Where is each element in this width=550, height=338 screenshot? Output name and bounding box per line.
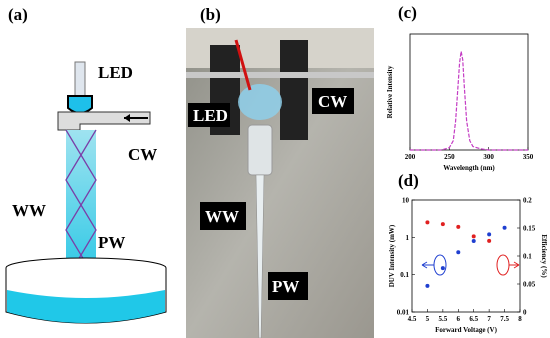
nozzle-tube xyxy=(247,124,273,176)
x-tick-label: 6.5 xyxy=(469,315,478,323)
point xyxy=(440,266,445,271)
label: CW xyxy=(128,145,157,164)
label: WW xyxy=(205,207,239,226)
x-tick-label: 6 xyxy=(457,315,461,323)
panel-label: (d) xyxy=(398,171,419,190)
panel-label: (a) xyxy=(8,5,28,24)
annotation-arrow xyxy=(421,261,434,269)
point xyxy=(471,238,476,243)
label: PW xyxy=(272,277,299,296)
x-tick-label: 250 xyxy=(444,153,455,161)
x-tick-label: 300 xyxy=(483,153,494,161)
arrow-head xyxy=(124,114,130,122)
nozzle xyxy=(238,84,282,120)
led-head xyxy=(67,95,93,114)
label: WW xyxy=(12,201,46,220)
y-axis-title: DUV Intensity (mW) xyxy=(388,224,396,287)
plot-frame xyxy=(411,199,521,313)
y-axis-title: Relative Intensity xyxy=(386,65,394,118)
annotation-ellipse xyxy=(496,254,510,276)
pool-water xyxy=(7,290,165,323)
x-tick-label: 4.5 xyxy=(408,315,417,323)
x-tick-label: 200 xyxy=(405,153,416,161)
light-path xyxy=(65,129,97,281)
point xyxy=(425,220,430,225)
annotations xyxy=(421,254,520,276)
x-tick-label: 7.5 xyxy=(500,315,509,323)
label: CW xyxy=(318,92,347,111)
rail xyxy=(186,72,374,78)
y2-tick-label: 0.2 xyxy=(523,197,532,205)
point xyxy=(471,234,476,239)
y-tick-label: 10 xyxy=(402,197,410,205)
label-box xyxy=(200,202,246,230)
plot-frame xyxy=(409,33,529,151)
point xyxy=(456,250,461,255)
water-jet xyxy=(66,130,96,270)
y2-tick-label: 0.1 xyxy=(523,253,532,261)
x-tick-label: 7 xyxy=(487,315,491,323)
y2-tick-label: 0.05 xyxy=(523,281,536,289)
label-box xyxy=(188,103,230,127)
clamp xyxy=(280,40,308,140)
y-tick-label: 0.01 xyxy=(397,309,410,317)
panel-label: (c) xyxy=(398,3,417,22)
label: PW xyxy=(98,233,125,252)
y2-tick-label: 0 xyxy=(523,309,527,317)
y2-tick-label: 0.15 xyxy=(523,225,536,233)
label-box xyxy=(312,88,354,114)
x-axis-title: Forward Voltage (V) xyxy=(435,326,497,334)
x-tick-label: 350 xyxy=(523,153,534,161)
label: LED xyxy=(98,63,133,82)
y-tick-label: 1 xyxy=(406,234,410,242)
annotation-arrow xyxy=(509,261,520,269)
point xyxy=(456,224,461,229)
point xyxy=(502,225,507,230)
point xyxy=(440,222,445,227)
point xyxy=(487,232,492,237)
x-axis-title: Wavelength (nm) xyxy=(443,164,495,172)
point xyxy=(487,238,492,243)
water-jet xyxy=(255,174,265,338)
x-tick-label: 8 xyxy=(518,315,522,323)
x-tick-label: 5.5 xyxy=(438,315,447,323)
panel-label: (b) xyxy=(200,5,221,24)
spectrum-line xyxy=(410,51,528,151)
label: LED xyxy=(193,106,228,125)
y2-axis-title: Efficiency (%) xyxy=(540,234,548,278)
point xyxy=(425,283,430,288)
label-box xyxy=(268,272,308,300)
y-tick-label: 0.1 xyxy=(400,271,409,279)
cw-inlet xyxy=(57,111,151,131)
x-tick-label: 5 xyxy=(426,315,430,323)
annotation-ellipse xyxy=(433,254,447,276)
wire xyxy=(234,39,252,91)
